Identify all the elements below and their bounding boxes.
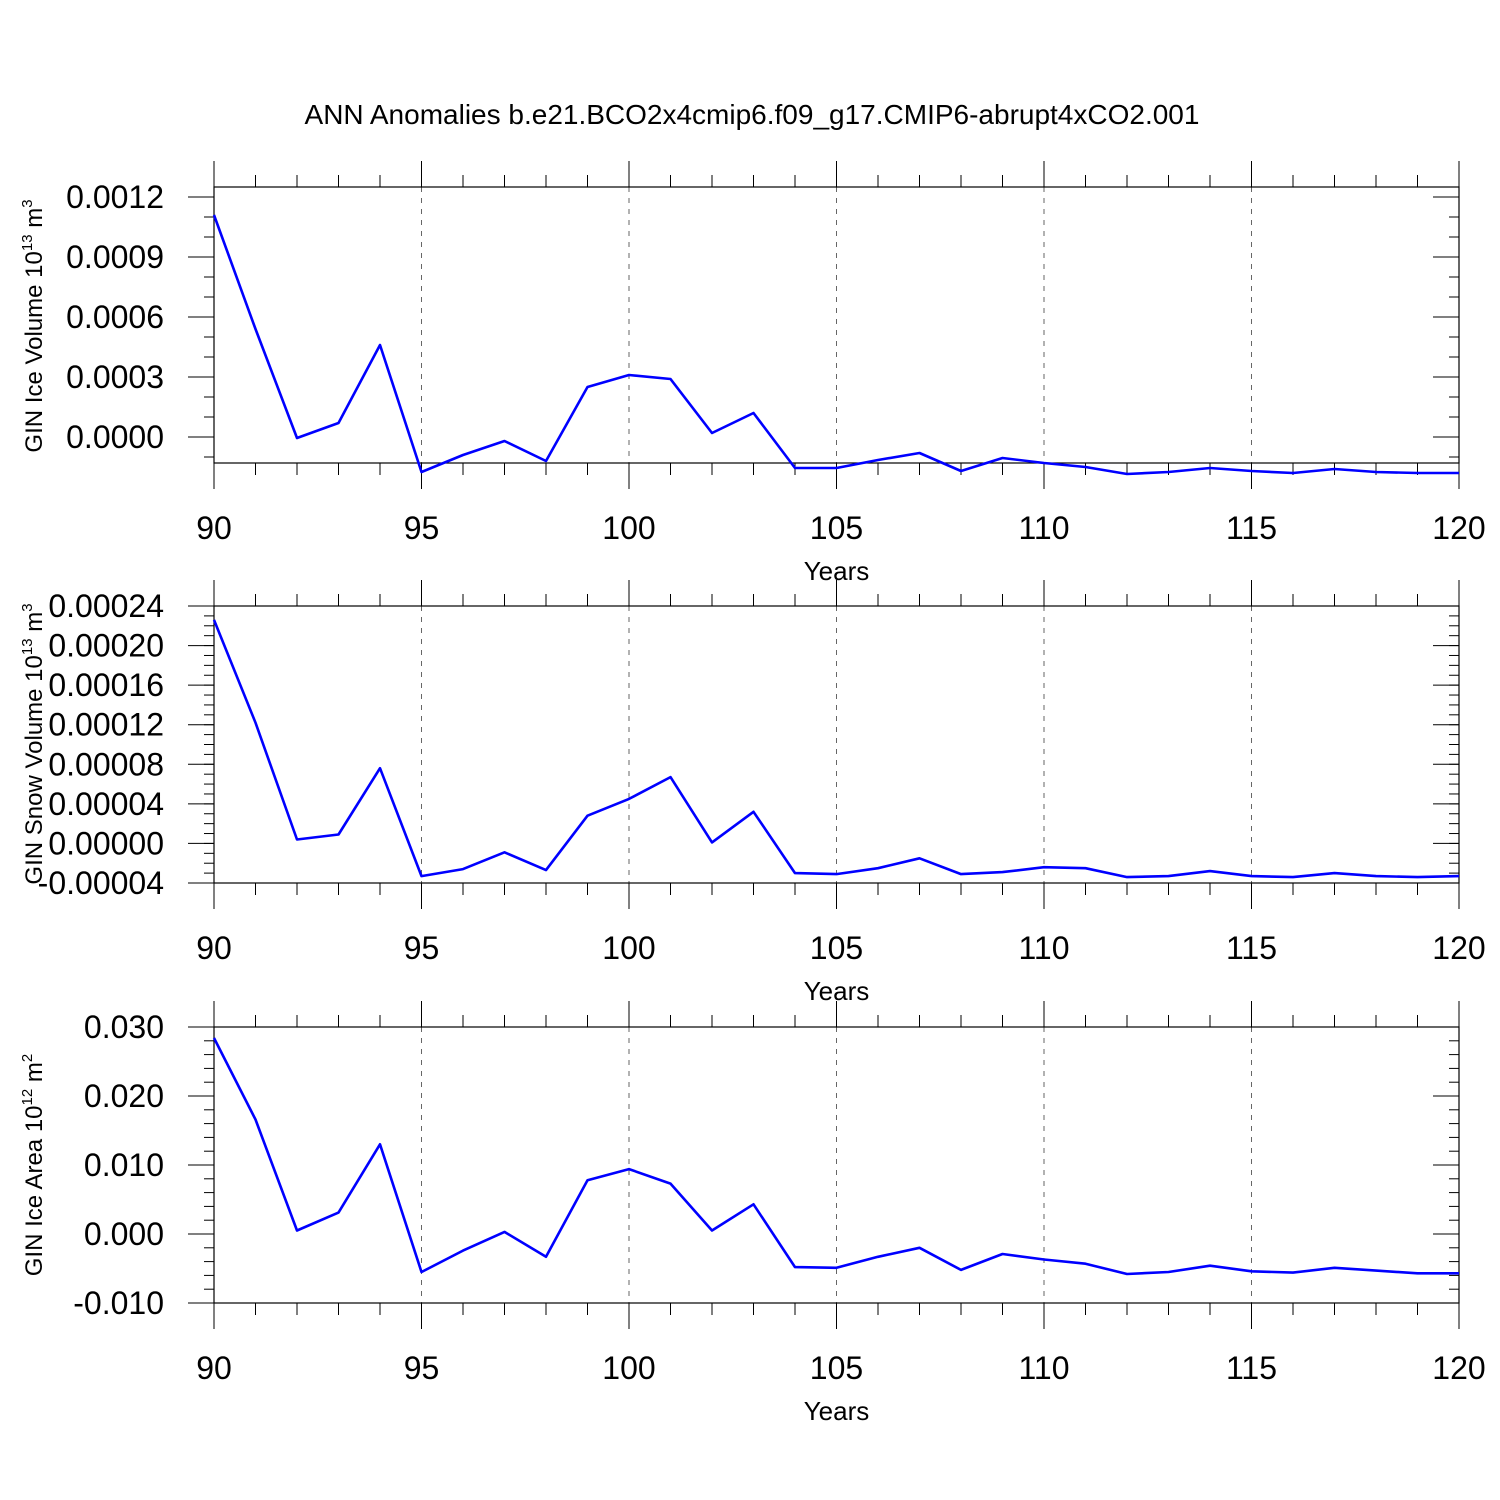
x-tick-label: 90	[196, 1350, 232, 1386]
y-tick-label: 0.00020	[48, 628, 164, 664]
x-tick-label: 105	[810, 1350, 863, 1386]
panel-3: 90 95 100 105 110 115 120 -0.010 0.000 0.010 0.020…	[19, 1001, 1486, 1426]
y-tick-label: 0.00004	[48, 786, 164, 822]
y-tick-label: -0.00004	[38, 865, 164, 901]
x-tick-label: 105	[810, 930, 863, 966]
y-tick-label: 0.0006	[66, 299, 164, 335]
y-tick-label: 0.00012	[48, 707, 164, 743]
series-line	[212, 1037, 1459, 1276]
y-axis-label: GIN Ice Area 1012 m2	[19, 1054, 48, 1276]
y-tick-label: 0.00016	[48, 667, 164, 703]
y-tick-label: 0.00000	[48, 825, 164, 861]
x-tick-label: 90	[196, 930, 232, 966]
y-tick-label: 0.0012	[66, 179, 164, 215]
y-tick-label: 0.0003	[66, 359, 164, 395]
x-tick-label: 120	[1432, 930, 1485, 966]
y-axis-label: GIN Ice Volume 1013 m3	[19, 199, 48, 452]
x-tick-label: 95	[404, 1350, 440, 1386]
y-tick-label: 0.00008	[48, 746, 164, 782]
x-tick-label: 115	[1226, 930, 1277, 966]
x-tick-label: 100	[602, 930, 655, 966]
x-tick-label: 120	[1432, 1350, 1485, 1386]
x-tick-label: 105	[810, 510, 863, 546]
panel-2: 90 95 100 105 110 115 120-0.000040.000000.0000…	[19, 580, 1486, 1006]
y-tick-label: 0.0009	[66, 239, 164, 275]
y-tick-label: 0.000	[84, 1216, 164, 1252]
x-tick-label: 110	[1018, 930, 1069, 966]
y-tick-label: 0.010	[84, 1147, 164, 1183]
x-tick-label: 120	[1432, 510, 1485, 546]
x-tick-label: 100	[602, 1350, 655, 1386]
x-tick-label: 90	[196, 510, 232, 546]
y-tick-label: 0.020	[84, 1078, 164, 1114]
y-tick-label: 0.030	[84, 1009, 164, 1045]
y-tick-label: 0.00024	[48, 588, 164, 624]
y-tick-label: -0.010	[73, 1285, 164, 1321]
x-tick-label: 110	[1018, 510, 1069, 546]
x-tick-label: 95	[404, 930, 440, 966]
y-tick-label: 0.0000	[66, 419, 164, 455]
y-axis-label: GIN Snow Volume 1013 m3	[19, 603, 48, 884]
x-tick-label: 115	[1226, 510, 1277, 546]
series-line	[212, 214, 1459, 476]
x-tick-label: 95	[404, 510, 440, 546]
x-tick-label: 110	[1018, 1350, 1069, 1386]
series-line	[212, 619, 1460, 879]
chart-title: ANN Anomalies b.e21.BCO2x4cmip6.f09_g17.…	[305, 99, 1200, 130]
x-axis-label: Years	[804, 1396, 870, 1426]
panel-1: 90 95 100 105 110 115 120 0.0000 0.0003 0.0006 0.0…	[19, 161, 1486, 586]
x-tick-label: 100	[602, 510, 655, 546]
x-tick-label: 115	[1226, 1350, 1277, 1386]
